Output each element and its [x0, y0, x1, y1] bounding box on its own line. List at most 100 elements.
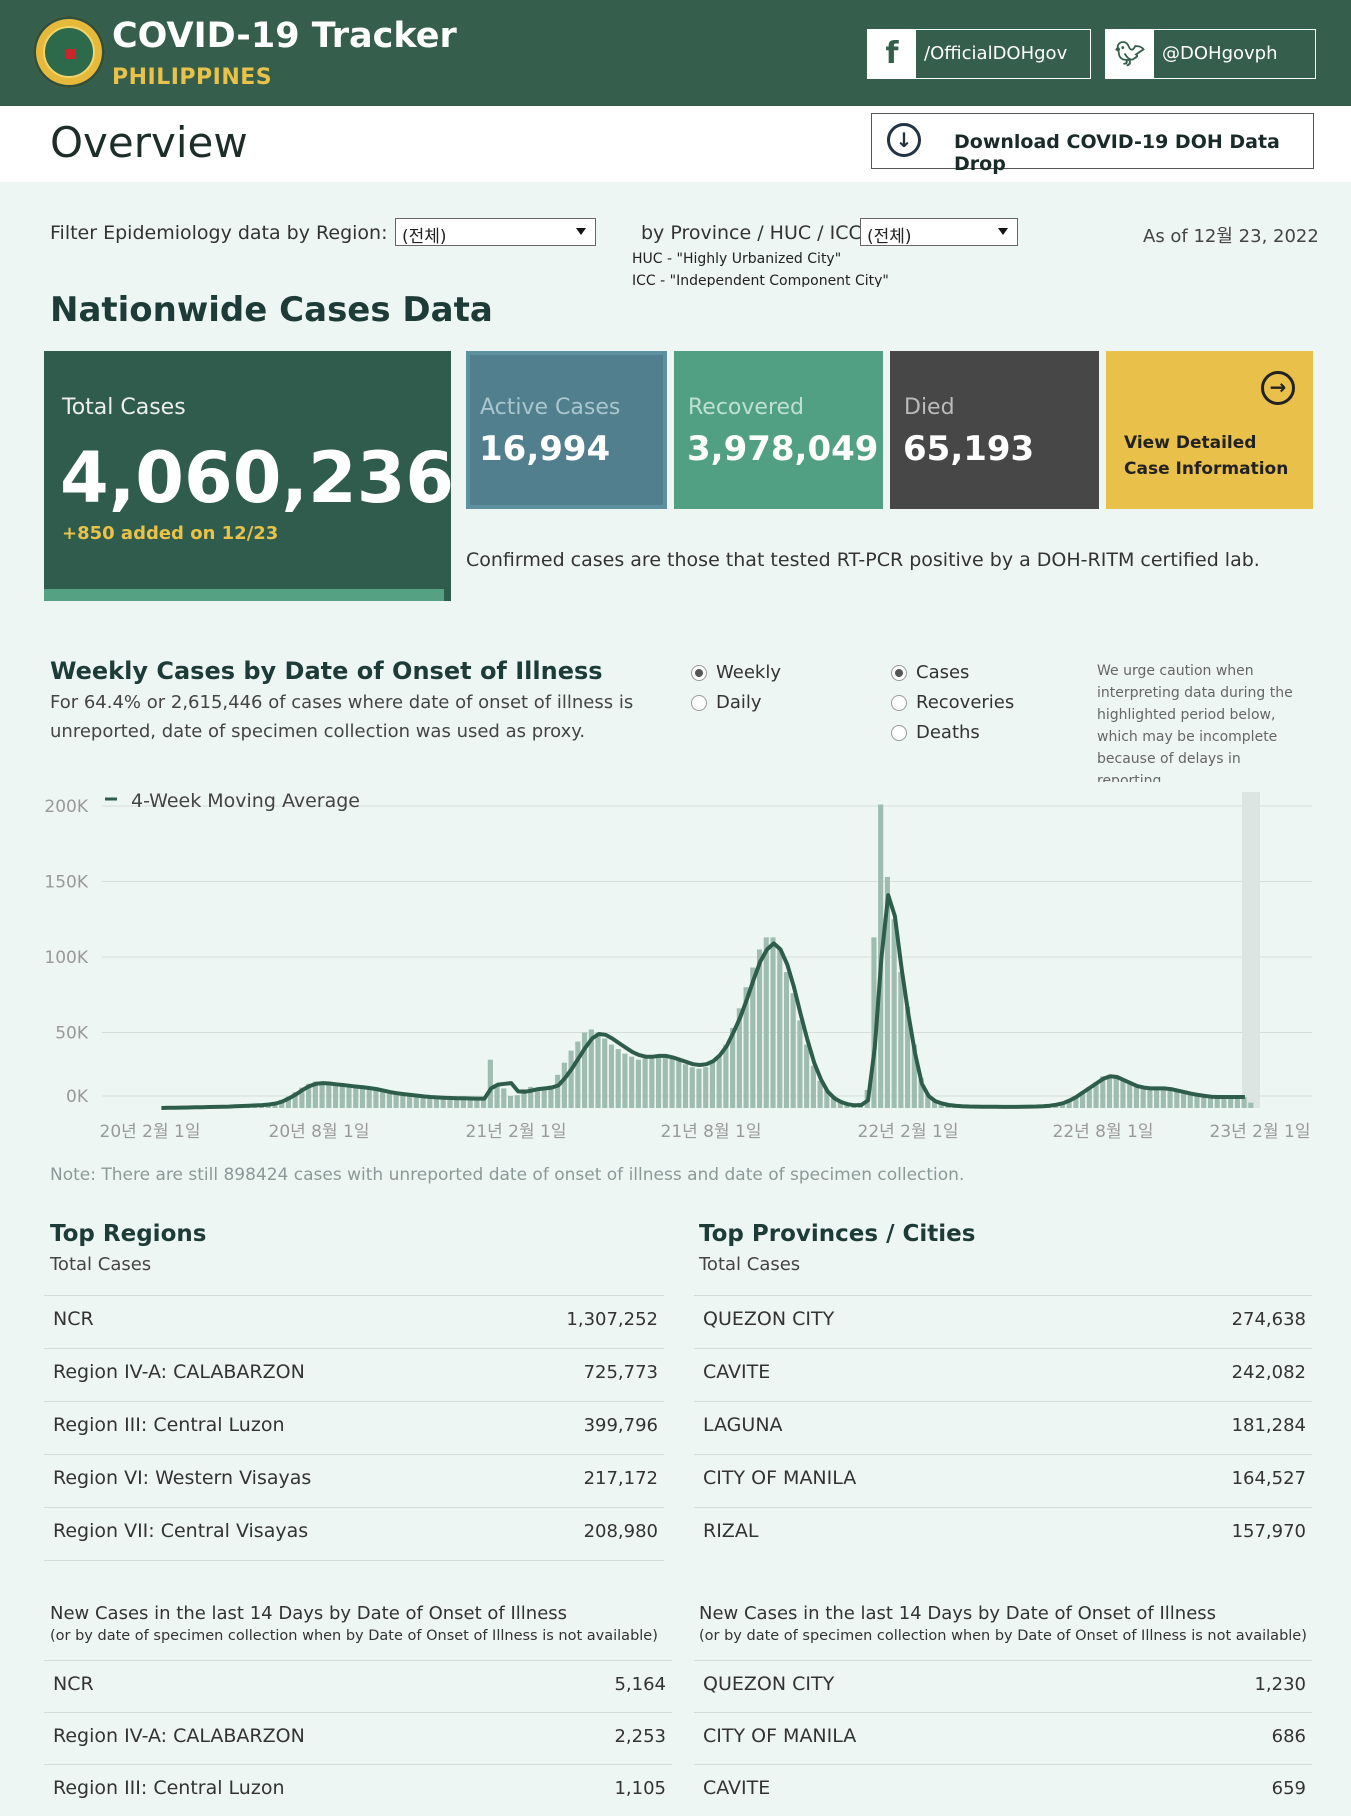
weekly-cases-bar[interactable]: [770, 937, 775, 1108]
weekly-cases-bar[interactable]: [333, 1085, 338, 1108]
view-detailed-case-info-button[interactable]: → View Detailed Case Information: [1106, 351, 1313, 509]
weekly-cases-bar[interactable]: [676, 1061, 681, 1108]
weekly-cases-bar[interactable]: [1248, 1103, 1253, 1108]
weekly-cases-bar[interactable]: [717, 1057, 722, 1108]
weekly-cases-bar[interactable]: [501, 1088, 506, 1108]
download-data-drop-button[interactable]: ↓ Download COVID-19 DOH Data Drop: [871, 113, 1314, 169]
total-cases-card[interactable]: Total Cases 4,060,236 +850 added on 12/2…: [44, 351, 451, 601]
weekly-cases-bar[interactable]: [643, 1058, 648, 1108]
weekly-cases-bar[interactable]: [784, 972, 789, 1108]
weekly-cases-bar[interactable]: [696, 1069, 701, 1108]
deaths-radio[interactable]: [891, 725, 907, 741]
weekly-cases-bar[interactable]: [723, 1045, 728, 1108]
weekly-cases-bar[interactable]: [710, 1063, 715, 1108]
caution-line: highlighted period below,: [1097, 704, 1317, 726]
weekly-cases-bar[interactable]: [360, 1088, 365, 1108]
weekly-cases-bar[interactable]: [387, 1093, 392, 1108]
weekly-cases-bar[interactable]: [764, 937, 769, 1108]
weekly-cases-bar[interactable]: [367, 1088, 372, 1108]
weekly-cases-bar[interactable]: [407, 1095, 412, 1108]
weekly-cases-bar[interactable]: [515, 1095, 520, 1108]
province-select[interactable]: (전체): [860, 218, 1018, 246]
weekly-cases-bar[interactable]: [562, 1063, 567, 1108]
weekly-cases-bar[interactable]: [1168, 1090, 1173, 1108]
facebook-link[interactable]: f /OfficialDOHgov: [867, 29, 1091, 79]
weekly-cases-bar[interactable]: [555, 1075, 560, 1108]
weekly-cases-bar[interactable]: [508, 1096, 513, 1108]
weekly-radio[interactable]: [691, 665, 707, 681]
weekly-cases-bar[interactable]: [690, 1067, 695, 1108]
cases-radio[interactable]: [891, 665, 907, 681]
weekly-cases-bar[interactable]: [898, 972, 903, 1108]
weekly-cases-bar[interactable]: [1141, 1088, 1146, 1108]
weekly-cases-bar[interactable]: [394, 1094, 399, 1108]
weekly-cases-bar[interactable]: [1134, 1087, 1139, 1108]
weekly-cases-bar[interactable]: [609, 1045, 614, 1108]
active-cases-value: 16,994: [479, 429, 610, 469]
weekly-cases-bar[interactable]: [1181, 1093, 1186, 1108]
weekly-cases-bar[interactable]: [602, 1039, 607, 1108]
weekly-cases-bar[interactable]: [703, 1067, 708, 1108]
weekly-cases-bar[interactable]: [1127, 1084, 1132, 1108]
died-card[interactable]: Died 65,193: [890, 351, 1099, 509]
weekly-cases-bar[interactable]: [353, 1087, 358, 1108]
recovered-card[interactable]: Recovered 3,978,049: [674, 351, 883, 509]
weekly-cases-bar[interactable]: [569, 1051, 574, 1108]
weekly-cases-bar[interactable]: [1174, 1091, 1179, 1108]
weekly-cases-bar[interactable]: [636, 1060, 641, 1108]
recoveries-radio[interactable]: [891, 695, 907, 711]
weekly-cases-bar[interactable]: [1120, 1081, 1125, 1108]
weekly-cases-bar[interactable]: [629, 1057, 634, 1108]
weekly-cases-bar[interactable]: [892, 919, 897, 1108]
weekly-cases-bar[interactable]: [373, 1090, 378, 1108]
weekly-cases-bar[interactable]: [663, 1057, 668, 1108]
weekly-cases-bar[interactable]: [791, 993, 796, 1108]
twitter-link[interactable]: 🐦︎ @DOHgovph: [1105, 29, 1316, 79]
weekly-cases-bar[interactable]: [488, 1060, 493, 1108]
weekly-cases-bar[interactable]: [683, 1064, 688, 1108]
weekly-cases-bar[interactable]: [495, 1085, 500, 1108]
weekly-cases-bar[interactable]: [1161, 1090, 1166, 1108]
weekly-cases-bar[interactable]: [804, 1045, 809, 1108]
weekly-cases-bar[interactable]: [320, 1082, 325, 1108]
weekly-cases-bar[interactable]: [797, 1020, 802, 1108]
weekly-cases-bar[interactable]: [380, 1091, 385, 1108]
weekly-cases-bar[interactable]: [1107, 1075, 1112, 1108]
weekly-cases-bar[interactable]: [649, 1057, 654, 1108]
weekly-cases-bar[interactable]: [656, 1055, 661, 1108]
weekly-cases-bar[interactable]: [622, 1054, 627, 1108]
region-select[interactable]: (전체): [395, 218, 596, 246]
weekly-cases-bar[interactable]: [340, 1085, 345, 1108]
weekly-cases-bar[interactable]: [575, 1042, 580, 1108]
weekly-cases-bar[interactable]: [326, 1084, 331, 1108]
active-cases-card[interactable]: Active Cases 16,994: [466, 351, 667, 509]
weekly-cases-bar[interactable]: [1147, 1090, 1152, 1108]
weekly-cases-bar[interactable]: [616, 1049, 621, 1108]
weekly-cases-bar[interactable]: [346, 1086, 351, 1108]
weekly-cases-bar[interactable]: [595, 1033, 600, 1109]
weekly-cases-bar[interactable]: [400, 1094, 405, 1108]
weekly-cases-bar[interactable]: [669, 1058, 674, 1108]
weekly-cases-bar[interactable]: [1154, 1090, 1159, 1108]
weekly-cases-bar[interactable]: [777, 949, 782, 1108]
weekly-cases-bar[interactable]: [811, 1066, 816, 1108]
weekly-cases-bar[interactable]: [1114, 1078, 1119, 1108]
daily-radio[interactable]: [691, 695, 707, 711]
